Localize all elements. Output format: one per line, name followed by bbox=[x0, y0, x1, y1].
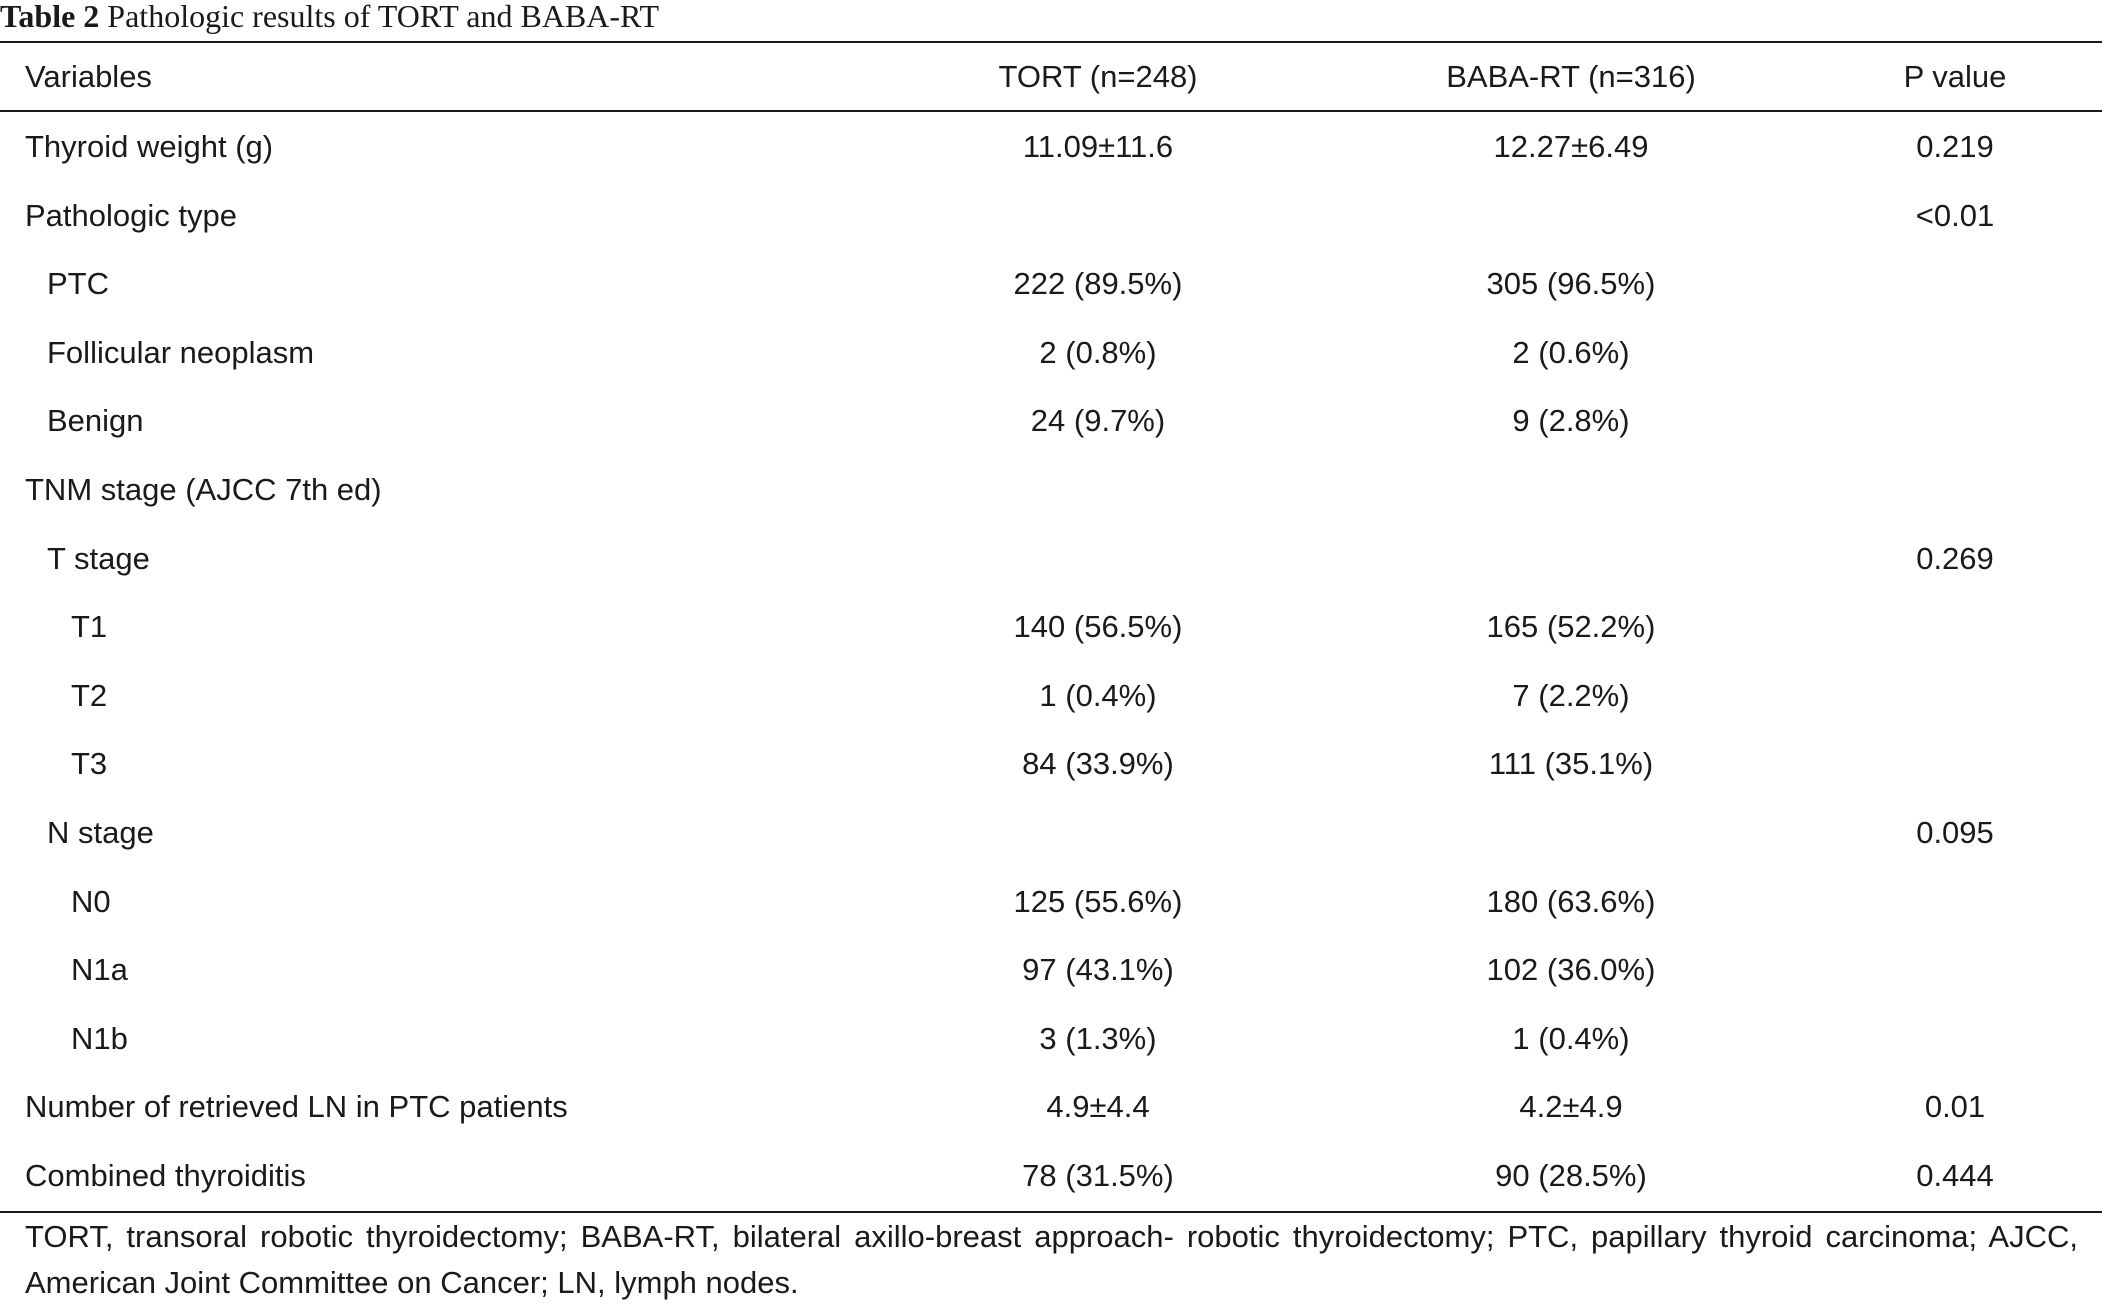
cell-p-value: 0.01 bbox=[1924, 1089, 1986, 1125]
table-row: N1a 97 (43.1%) 102 (36.0%) bbox=[0, 936, 2102, 1005]
cell-tort: 78 (31.5%) bbox=[1022, 1157, 1174, 1193]
row-label: T2 bbox=[71, 677, 108, 713]
cell-p-value: 0.095 bbox=[1916, 814, 1994, 850]
row-label: PTC bbox=[47, 266, 109, 302]
top-rule bbox=[0, 41, 2102, 43]
table-row: N0 125 (55.6%) 180 (63.6%) bbox=[0, 868, 2102, 937]
row-label: Pathologic type bbox=[25, 197, 237, 233]
table-row: Follicular neoplasm 2 (0.8%) 2 (0.6%) bbox=[0, 319, 2102, 388]
cell-p-value: 0.219 bbox=[1916, 129, 1994, 164]
row-label: T3 bbox=[71, 746, 108, 782]
header-tort: TORT (n=248) bbox=[998, 59, 1198, 94]
header-variables: Variables bbox=[25, 59, 152, 94]
cell-p-value: <0.01 bbox=[1915, 197, 1995, 233]
cell-tort: 84 (33.9%) bbox=[1022, 746, 1174, 782]
cell-baba-rt: 1 (0.4%) bbox=[1512, 1020, 1630, 1056]
row-label: Number of retrieved LN in PTC patients bbox=[25, 1089, 568, 1125]
row-label: N0 bbox=[71, 883, 111, 919]
bottom-rule bbox=[0, 1211, 2102, 1213]
table-row: Combined thyroiditis 78 (31.5%) 90 (28.5%)… bbox=[0, 1142, 2102, 1211]
table-row: PTC 222 (89.5%) 305 (96.5%) bbox=[0, 250, 2102, 319]
cell-baba-rt: 111 (35.1%) bbox=[1488, 746, 1654, 782]
cell-baba-rt: 165 (52.2%) bbox=[1486, 609, 1656, 645]
row-label: Thyroid weight (g) bbox=[25, 129, 274, 164]
row-label: Follicular neoplasm bbox=[47, 334, 315, 370]
table-row: Thyroid weight (g) 11.09±11.6 12.27±6.49 0.… bbox=[0, 113, 2102, 182]
cell-baba-rt: 102 (36.0%) bbox=[1486, 952, 1656, 988]
table-row: N stage 0.095 bbox=[0, 799, 2102, 868]
cell-baba-rt: 9 (2.8%) bbox=[1512, 403, 1630, 439]
table-row: N1b 3 (1.3%) 1 (0.4%) bbox=[0, 1005, 2102, 1074]
cell-tort: 125 (55.6%) bbox=[1013, 883, 1183, 919]
table-row: Pathologic type <0.01 bbox=[0, 182, 2102, 251]
row-label: T stage bbox=[47, 540, 150, 576]
table-row: T stage 0.269 bbox=[0, 525, 2102, 594]
cell-p-value: 0.269 bbox=[1916, 540, 1994, 576]
cell-tort: 97 (43.1%) bbox=[1022, 952, 1174, 988]
cell-tort: 140 (56.5%) bbox=[1013, 609, 1183, 645]
cell-tort: 222 (89.5%) bbox=[1013, 266, 1183, 302]
cell-baba-rt: 7 (2.2%) bbox=[1512, 677, 1630, 713]
header-p-value: P value bbox=[1903, 59, 2007, 94]
table-row: T2 1 (0.4%) 7 (2.2%) bbox=[0, 662, 2102, 731]
table-footnote: TORT, transoral robotic thyroidectomy; B… bbox=[25, 1219, 2078, 1300]
cell-baba-rt: 90 (28.5%) bbox=[1495, 1157, 1647, 1193]
cell-p-value: 0.444 bbox=[1916, 1157, 1994, 1193]
header-row: Variables TORT (n=248) BABA-RT (n=316) P… bbox=[0, 43, 2102, 110]
cell-tort: 24 (9.7%) bbox=[1030, 403, 1166, 439]
table-number: Table 2 bbox=[0, 0, 100, 34]
table-row: T1 140 (56.5%) 165 (52.2%) bbox=[0, 593, 2102, 662]
cell-tort: 3 (1.3%) bbox=[1039, 1020, 1157, 1056]
row-label: N stage bbox=[47, 814, 154, 850]
table-row: Benign 24 (9.7%) 9 (2.8%) bbox=[0, 387, 2102, 456]
row-label: Combined thyroiditis bbox=[25, 1157, 306, 1193]
cell-baba-rt: 305 (96.5%) bbox=[1486, 266, 1656, 302]
row-label: Benign bbox=[47, 403, 144, 439]
row-label: N1b bbox=[71, 1020, 128, 1056]
table-row: Number of retrieved LN in PTC patients 4.… bbox=[0, 1073, 2102, 1142]
header-baba-rt: BABA-RT (n=316) bbox=[1446, 59, 1696, 94]
table-row: T3 84 (33.9%) 111 (35.1%) bbox=[0, 730, 2102, 799]
table-row: TNM stage (AJCC 7th ed) bbox=[0, 456, 2102, 525]
cell-baba-rt: 2 (0.6%) bbox=[1512, 334, 1630, 370]
table-body: Thyroid weight (g) 11.09±11.6 12.27±6.49 0.… bbox=[0, 113, 2102, 1211]
cell-baba-rt: 180 (63.6%) bbox=[1486, 883, 1656, 919]
row-label: TNM stage (AJCC 7th ed) bbox=[25, 471, 382, 507]
cell-tort: 1 (0.4%) bbox=[1039, 677, 1157, 713]
cell-tort: 4.9±4.4 bbox=[1046, 1089, 1150, 1125]
table-title: Pathologic results of TORT and BABA-RT bbox=[107, 0, 659, 34]
table-caption: Table 2 Pathologic results of TORT and B… bbox=[0, 0, 659, 36]
row-label: N1a bbox=[71, 952, 128, 988]
cell-tort: 2 (0.8%) bbox=[1039, 334, 1157, 370]
cell-baba-rt: 4.2±4.9 bbox=[1519, 1089, 1623, 1125]
cell-tort: 11.09±11.6 bbox=[1022, 129, 1174, 164]
row-label: T1 bbox=[71, 609, 108, 645]
header-rule bbox=[0, 110, 2102, 112]
cell-baba-rt: 12.27±6.49 bbox=[1493, 129, 1649, 164]
